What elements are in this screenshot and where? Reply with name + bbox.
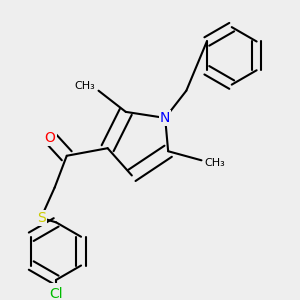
Text: O: O <box>45 130 56 145</box>
Text: Cl: Cl <box>49 286 63 300</box>
Text: CH₃: CH₃ <box>74 81 95 91</box>
Text: N: N <box>160 111 170 125</box>
Text: S: S <box>37 211 45 225</box>
Text: CH₃: CH₃ <box>205 158 226 168</box>
